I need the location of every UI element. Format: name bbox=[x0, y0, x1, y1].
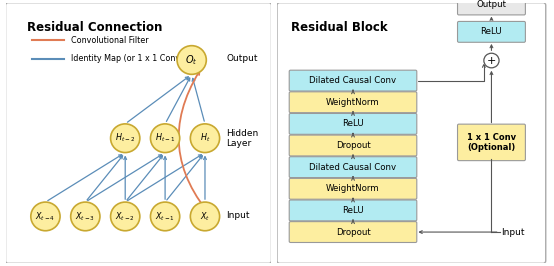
Text: ReLU: ReLU bbox=[342, 119, 364, 128]
Text: Residual Block: Residual Block bbox=[290, 21, 387, 34]
Text: Input: Input bbox=[501, 227, 525, 236]
Text: $H_t$: $H_t$ bbox=[200, 132, 210, 144]
Text: $H_{t-2}$: $H_{t-2}$ bbox=[115, 132, 135, 144]
FancyBboxPatch shape bbox=[277, 3, 546, 263]
Text: Hidden
Layer: Hidden Layer bbox=[226, 128, 259, 148]
Text: Identity Map (or 1 x 1 Conv): Identity Map (or 1 x 1 Conv) bbox=[71, 54, 183, 63]
Text: $X_{t-2}$: $X_{t-2}$ bbox=[115, 210, 135, 223]
Text: Output: Output bbox=[226, 54, 258, 63]
Circle shape bbox=[177, 46, 206, 74]
FancyBboxPatch shape bbox=[6, 3, 271, 263]
Text: $O_t$: $O_t$ bbox=[186, 53, 198, 67]
Text: Convolutional Filter: Convolutional Filter bbox=[71, 36, 148, 45]
Text: $X_{t-1}$: $X_{t-1}$ bbox=[155, 210, 175, 223]
Circle shape bbox=[191, 124, 219, 153]
Text: Dilated Causal Conv: Dilated Causal Conv bbox=[310, 163, 397, 172]
FancyBboxPatch shape bbox=[458, 0, 525, 15]
Text: +: + bbox=[487, 56, 496, 65]
Text: ReLU: ReLU bbox=[480, 27, 502, 36]
Circle shape bbox=[111, 202, 140, 231]
Text: WeightNorm: WeightNorm bbox=[326, 98, 380, 107]
FancyBboxPatch shape bbox=[289, 135, 417, 156]
Text: $X_t$: $X_t$ bbox=[200, 210, 210, 223]
Text: $X_{t-4}$: $X_{t-4}$ bbox=[35, 210, 55, 223]
Circle shape bbox=[151, 124, 179, 153]
Text: Dropout: Dropout bbox=[336, 141, 371, 150]
Text: Output: Output bbox=[476, 0, 506, 9]
Circle shape bbox=[31, 202, 60, 231]
Text: ReLU: ReLU bbox=[342, 206, 364, 215]
Text: Dilated Causal Conv: Dilated Causal Conv bbox=[310, 76, 397, 85]
Text: 1 x 1 Conv
(Optional): 1 x 1 Conv (Optional) bbox=[467, 133, 516, 152]
FancyBboxPatch shape bbox=[289, 178, 417, 199]
Text: Residual Connection: Residual Connection bbox=[27, 21, 162, 34]
FancyBboxPatch shape bbox=[289, 200, 417, 221]
Text: $H_{t-1}$: $H_{t-1}$ bbox=[155, 132, 175, 144]
Circle shape bbox=[151, 202, 179, 231]
FancyBboxPatch shape bbox=[289, 92, 417, 113]
Text: Input: Input bbox=[226, 211, 250, 220]
Circle shape bbox=[111, 124, 140, 153]
Circle shape bbox=[191, 202, 219, 231]
FancyBboxPatch shape bbox=[289, 222, 417, 243]
FancyBboxPatch shape bbox=[458, 124, 525, 161]
Text: Dropout: Dropout bbox=[336, 227, 371, 236]
FancyBboxPatch shape bbox=[289, 157, 417, 178]
Text: WeightNorm: WeightNorm bbox=[326, 184, 380, 193]
FancyBboxPatch shape bbox=[289, 114, 417, 134]
Circle shape bbox=[71, 202, 100, 231]
Circle shape bbox=[484, 53, 499, 68]
FancyBboxPatch shape bbox=[458, 22, 525, 42]
Text: $X_{t-3}$: $X_{t-3}$ bbox=[75, 210, 95, 223]
FancyBboxPatch shape bbox=[289, 70, 417, 91]
